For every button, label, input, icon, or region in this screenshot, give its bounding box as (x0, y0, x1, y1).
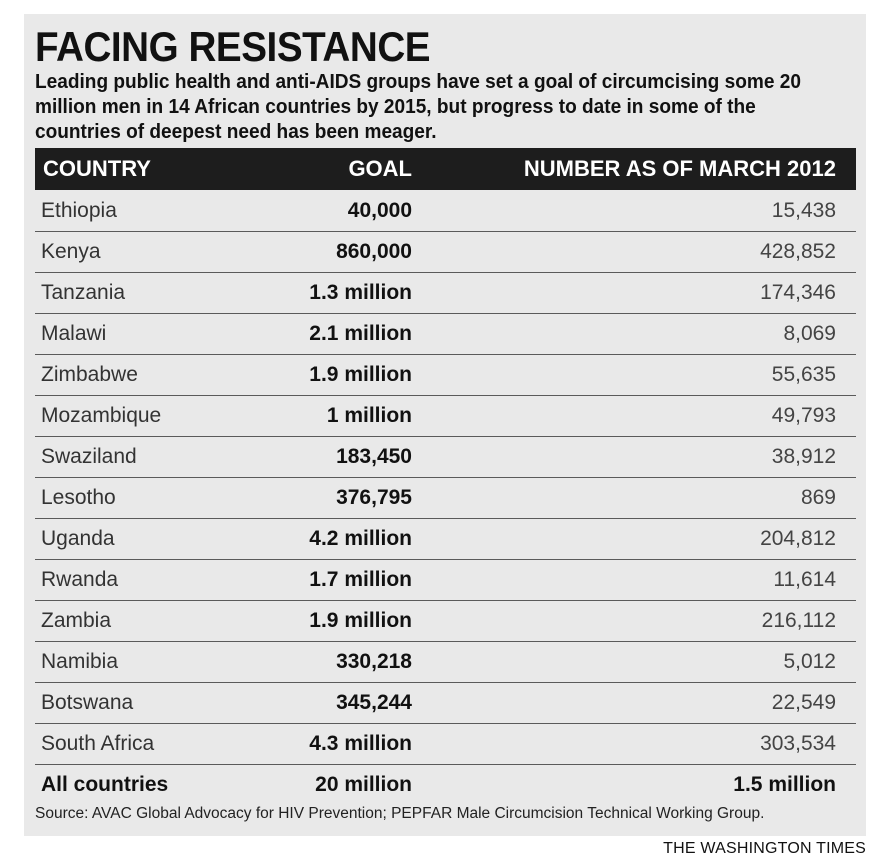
table-row: Kenya 860,000 428,852 (35, 232, 856, 273)
cell-number: 1.5 million (733, 773, 836, 796)
cell-country: Kenya (41, 240, 101, 263)
cell-number: 55,635 (771, 363, 836, 386)
cell-number: 8,069 (783, 322, 836, 345)
cell-goal: 20 million (315, 773, 412, 796)
table-row: Malawi 2.1 million 8,069 (35, 314, 856, 355)
cell-number: 49,793 (771, 404, 836, 427)
cell-number: 11,614 (773, 568, 836, 591)
cell-country: Botswana (41, 691, 134, 714)
cell-country: South Africa (41, 732, 155, 755)
cell-number: 22,549 (771, 691, 836, 714)
table-row: Zambia 1.9 million 216,112 (35, 601, 856, 642)
cell-number: 5,012 (783, 650, 836, 673)
cell-goal: 1.7 million (309, 568, 412, 591)
cell-number: 204,812 (760, 527, 836, 550)
table-row: Rwanda 1.7 million 11,614 (35, 560, 856, 601)
table-row: Mozambique 1 million 49,793 (35, 396, 856, 437)
cell-goal: 330,218 (336, 650, 412, 673)
cell-country: Zimbabwe (41, 363, 138, 386)
cell-country: All countries (41, 773, 169, 796)
cell-number: 15,438 (771, 199, 836, 222)
cell-country: Ethiopia (41, 199, 117, 222)
table-row: Swaziland 183,450 38,912 (35, 437, 856, 478)
publisher-credit: THE WASHINGTON TIMES (663, 840, 866, 857)
cell-number: 216,112 (761, 609, 836, 632)
cell-country: Lesotho (41, 486, 116, 509)
table-row: Ethiopia 40,000 15,438 (35, 191, 856, 232)
cell-goal: 4.2 million (309, 527, 412, 550)
cell-goal: 860,000 (336, 240, 412, 263)
cell-goal: 345,244 (336, 691, 412, 714)
cell-number: 38,912 (771, 445, 836, 468)
cell-country: Malawi (41, 322, 107, 345)
column-header-goal: GOAL (348, 156, 412, 181)
cell-goal: 4.3 million (309, 732, 412, 755)
table-body: Ethiopia 40,000 15,438 Kenya 860,000 428,852 T… (35, 191, 856, 805)
cell-goal: 183,450 (336, 445, 412, 468)
table-row: South Africa 4.3 million 303,534 (35, 724, 856, 765)
table-row: Botswana 345,244 22,549 (35, 683, 856, 724)
chart-title: FACING RESISTANCE (35, 23, 431, 70)
cell-goal: 40,000 (347, 199, 412, 222)
cell-number: 869 (800, 486, 836, 509)
cell-goal: 376,795 (336, 486, 412, 509)
cell-goal: 1.9 million (309, 609, 412, 632)
table-row: Uganda 4.2 million 204,812 (35, 519, 856, 560)
cell-country: Tanzania (41, 281, 126, 304)
cell-country: Swaziland (41, 445, 137, 468)
table-row: Zimbabwe 1.9 million 55,635 (35, 355, 856, 396)
table-total-row: All countries 20 million 1.5 million (35, 765, 856, 805)
cell-goal: 1 million (326, 404, 412, 427)
table-header: COUNTRY GOAL NUMBER AS OF MARCH 2012 (35, 148, 856, 190)
cell-goal: 2.1 million (309, 322, 412, 345)
cell-goal: 1.3 million (309, 281, 412, 304)
table-row: Tanzania 1.3 million 174,346 (35, 273, 856, 314)
cell-country: Mozambique (41, 404, 162, 427)
cell-number: 303,534 (760, 732, 836, 755)
chart-subtitle: Leading public health and anti-AIDS grou… (35, 70, 801, 143)
cell-goal: 1.9 million (309, 363, 412, 386)
source-note: Source: AVAC Global Advocacy for HIV Pre… (35, 805, 765, 822)
table-row: Namibia 330,218 5,012 (35, 642, 856, 683)
cell-number: 174,346 (760, 281, 836, 304)
cell-number: 428,852 (760, 240, 836, 263)
cell-country: Zambia (41, 609, 112, 632)
cell-country: Uganda (41, 527, 115, 550)
column-header-number: NUMBER AS OF MARCH 2012 (523, 156, 836, 181)
column-header-country: COUNTRY (43, 156, 151, 181)
cell-country: Rwanda (41, 568, 119, 591)
cell-country: Namibia (41, 650, 119, 673)
table-row: Lesotho 376,795 869 (35, 478, 856, 519)
